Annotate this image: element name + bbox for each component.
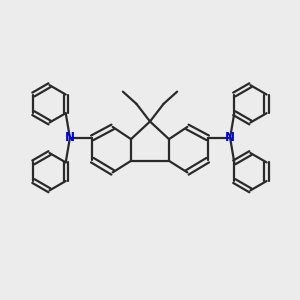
Text: N: N (225, 131, 235, 144)
Text: N: N (65, 131, 75, 144)
